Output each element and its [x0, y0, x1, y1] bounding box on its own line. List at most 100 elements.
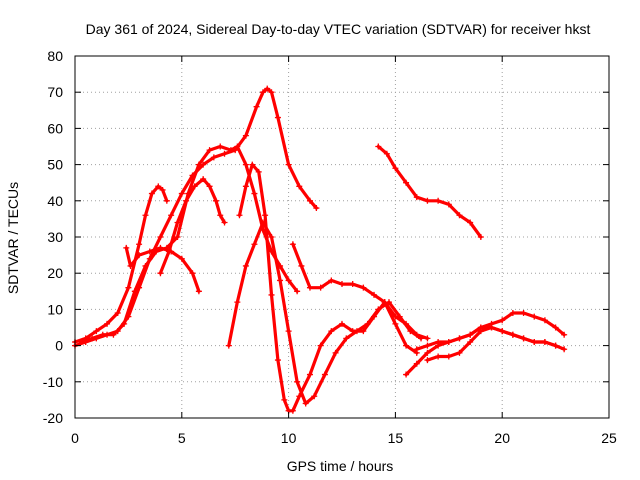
- data-point: [210, 154, 217, 161]
- data-point: [332, 349, 339, 356]
- data-point: [104, 320, 111, 327]
- data-point: [302, 400, 309, 407]
- data-point: [121, 320, 128, 327]
- series-line: [237, 163, 419, 413]
- data-point: [477, 324, 484, 331]
- data-point: [424, 357, 431, 364]
- data-point: [328, 328, 335, 335]
- data-point: [251, 190, 258, 197]
- data-point: [392, 320, 399, 327]
- data-point: [424, 349, 431, 356]
- data-point: [531, 313, 538, 320]
- data-point: [424, 335, 431, 342]
- y-axis-label: SDTVAR / TECUs: [5, 182, 21, 294]
- data-point: [467, 331, 474, 338]
- data-point: [313, 205, 320, 212]
- data-point: [403, 179, 410, 186]
- y-tick-label: 10: [47, 301, 63, 317]
- data-point: [262, 212, 269, 219]
- data-point: [227, 147, 234, 154]
- data-point: [195, 161, 202, 168]
- data-point: [349, 328, 356, 335]
- series-layer: [72, 85, 568, 414]
- data-point: [306, 197, 313, 204]
- data-point: [234, 299, 241, 306]
- data-point: [371, 291, 378, 298]
- data-point: [296, 183, 303, 190]
- series-line: [404, 311, 566, 377]
- data-point: [249, 161, 256, 168]
- data-point: [499, 317, 506, 324]
- data-point: [253, 103, 260, 110]
- data-point: [242, 132, 249, 139]
- series-track-12: [413, 324, 559, 353]
- data-point: [317, 342, 324, 349]
- data-point: [456, 335, 463, 342]
- data-point: [268, 234, 275, 240]
- y-tick-label: -20: [43, 410, 63, 426]
- data-point: [174, 234, 181, 240]
- data-point: [234, 143, 241, 150]
- data-point: [435, 197, 442, 204]
- data-point: [328, 277, 335, 284]
- x-tick-label: 0: [71, 430, 79, 446]
- data-point: [225, 342, 232, 349]
- data-point: [477, 234, 484, 240]
- axis-ticks: [74, 55, 610, 419]
- data-point: [125, 284, 132, 291]
- data-point: [221, 219, 228, 226]
- data-point: [99, 331, 106, 338]
- data-point: [424, 197, 431, 204]
- data-point: [157, 270, 164, 277]
- series-line: [158, 177, 227, 275]
- data-point: [413, 346, 420, 353]
- data-point: [403, 371, 410, 378]
- y-tick-label: 70: [47, 84, 63, 100]
- series-line: [79, 144, 299, 344]
- data-point: [123, 244, 130, 251]
- data-point: [541, 317, 548, 324]
- series-track-9: [375, 143, 484, 240]
- data-point: [306, 284, 313, 291]
- data-point: [178, 255, 185, 262]
- data-point: [165, 248, 172, 255]
- data-point: [159, 186, 166, 193]
- data-point: [236, 212, 243, 219]
- data-point: [435, 338, 442, 345]
- data-point: [552, 342, 559, 349]
- y-tick-label: 0: [55, 338, 63, 354]
- data-point: [127, 262, 134, 269]
- data-point: [221, 150, 228, 157]
- series-track-4: [123, 244, 202, 295]
- data-point: [298, 262, 305, 269]
- data-point: [136, 252, 143, 259]
- data-point: [552, 324, 559, 331]
- x-tick-label: 25: [601, 430, 617, 446]
- grid: [75, 56, 609, 418]
- data-point: [148, 190, 155, 197]
- x-tick-label: 20: [494, 430, 510, 446]
- data-point: [268, 89, 275, 96]
- data-point: [371, 313, 378, 320]
- data-point: [445, 338, 452, 345]
- data-point: [520, 310, 527, 317]
- x-tick-label: 10: [281, 430, 297, 446]
- data-point: [499, 328, 506, 335]
- x-axis-label: GPS time / hours: [287, 458, 394, 474]
- data-point: [339, 320, 345, 327]
- y-tick-label: 80: [47, 48, 63, 64]
- data-point: [339, 281, 345, 288]
- y-tick-labels: -20 -10 0 10 20 30 40 50 60 70 80: [43, 48, 63, 426]
- data-point: [456, 212, 463, 219]
- data-point: [424, 342, 431, 349]
- data-point: [174, 219, 181, 226]
- data-point: [360, 328, 367, 335]
- data-point: [445, 353, 452, 360]
- data-point: [285, 328, 292, 335]
- chart-title: Day 361 of 2024, Sidereal Day-to-day VTE…: [86, 21, 591, 37]
- data-point: [343, 335, 350, 342]
- data-point: [78, 338, 85, 345]
- data-point: [509, 310, 516, 317]
- data-point: [445, 201, 452, 208]
